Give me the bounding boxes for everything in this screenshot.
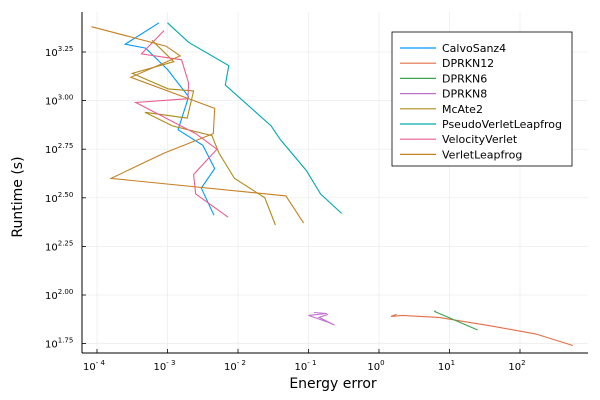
series-line-dprkn8	[308, 311, 335, 326]
tick-labels: 10- 4 10- 3 10- 2 10- 1 100 101 102 101.75 102.0…	[45, 45, 526, 373]
legend-label: DPRKN6	[442, 72, 487, 85]
series-line-dprkn6	[433, 310, 478, 331]
legend-item: DPRKN12	[400, 57, 494, 70]
legend-label: CalvoSanz4	[442, 42, 506, 55]
series-line-mcate2	[130, 39, 276, 226]
x-tick-label: 10- 4	[83, 359, 105, 373]
x-tick-label: 10- 1	[295, 359, 317, 373]
y-tick-label: 101.75	[45, 337, 73, 351]
x-tick-label: 102	[508, 359, 525, 373]
axes	[81, 12, 588, 354]
legend: CalvoSanz4 DPRKN12 DPRKN6 DPRKN8 McAte2 Pseud…	[391, 31, 573, 167]
legend-item: PseudoVerletLeapfrog	[400, 118, 562, 131]
y-tick-label: 102.00	[45, 288, 73, 302]
legend-box	[391, 31, 573, 167]
legend-label: VelocityVerlet	[442, 133, 518, 146]
x-tick-label: 10- 2	[224, 359, 246, 373]
x-axis-title: Energy error	[289, 376, 377, 392]
x-tick-label: 10- 3	[154, 359, 176, 373]
y-tick-label: 102.50	[45, 191, 73, 205]
series-line-pseudoverletleapfrog	[167, 22, 342, 214]
y-axis-title: Runtime (s)	[10, 156, 26, 237]
legend-item: McAte2	[400, 103, 483, 116]
legend-item: DPRKN8	[400, 88, 487, 101]
series-line-velocityverlet	[133, 30, 229, 218]
series-lines	[91, 22, 574, 347]
legend-item: DPRKN6	[400, 72, 487, 85]
y-tick-label: 102.25	[45, 239, 73, 253]
legend-label: VerletLeapfrog	[442, 148, 522, 161]
series-line-dprkn12	[390, 313, 574, 347]
y-tick-label: 103.25	[45, 45, 73, 59]
legend-item: VerletLeapfrog	[400, 148, 522, 161]
series-line-verletleapfrog	[91, 26, 305, 224]
legend-item: VelocityVerlet	[400, 133, 518, 146]
x-tick-label: 101	[438, 359, 455, 373]
y-tick-label: 102.75	[45, 142, 73, 156]
series-line-calvosanz4	[123, 22, 216, 216]
legend-item: CalvoSanz4	[400, 42, 506, 55]
legend-label: DPRKN12	[442, 57, 494, 70]
legend-label: PseudoVerletLeapfrog	[442, 118, 562, 131]
legend-label: DPRKN8	[442, 88, 487, 101]
legend-label: McAte2	[442, 103, 483, 116]
y-tick-label: 103.00	[45, 94, 73, 108]
x-tick-label: 100	[367, 359, 384, 373]
